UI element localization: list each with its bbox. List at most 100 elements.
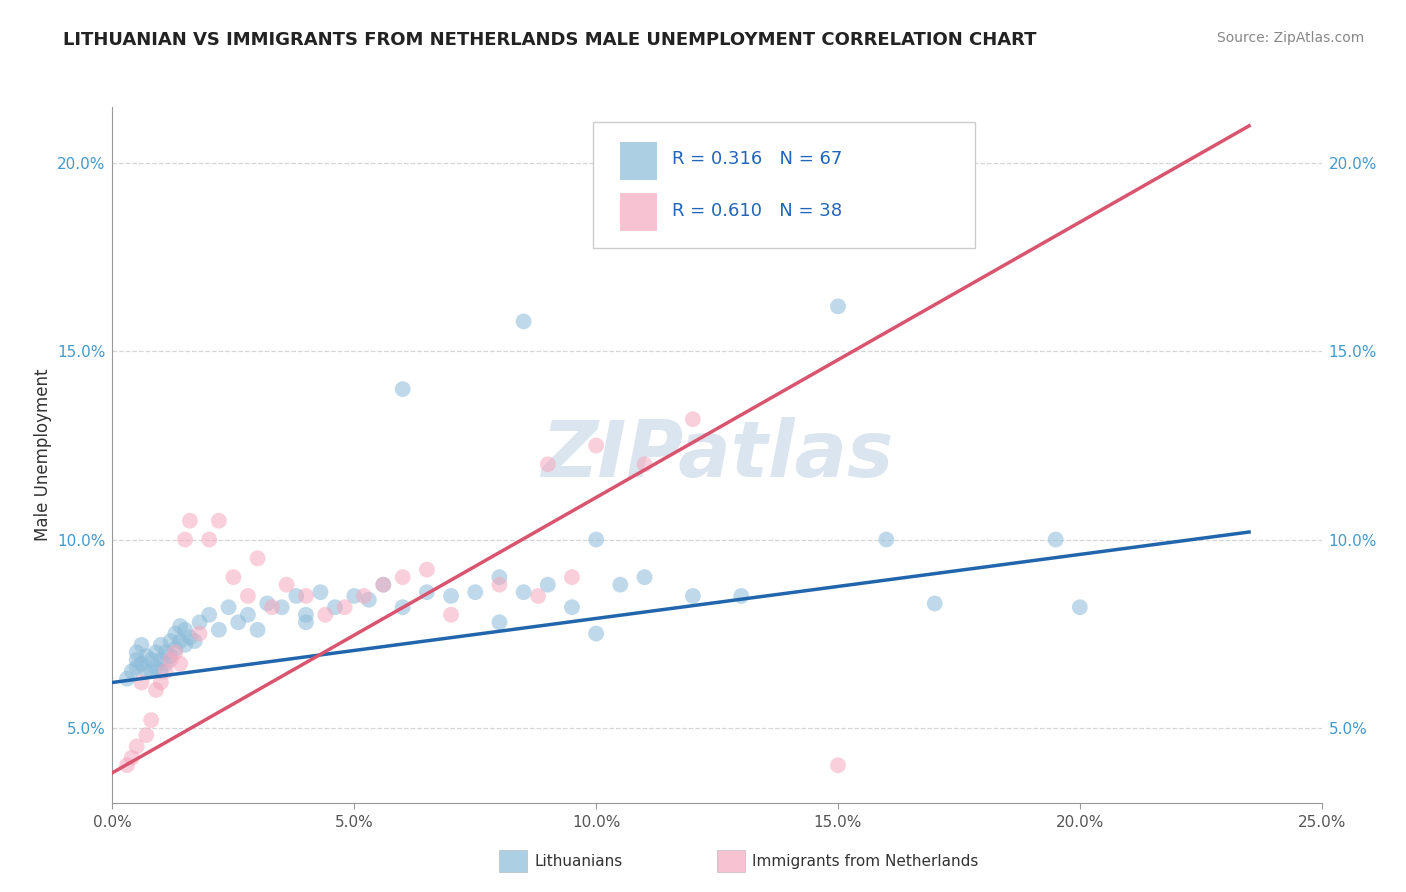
Text: LITHUANIAN VS IMMIGRANTS FROM NETHERLANDS MALE UNEMPLOYMENT CORRELATION CHART: LITHUANIAN VS IMMIGRANTS FROM NETHERLAND… xyxy=(63,31,1036,49)
Point xyxy=(141,713,163,727)
Point xyxy=(440,607,463,622)
Point xyxy=(141,653,163,667)
Text: Lithuanians: Lithuanians xyxy=(534,855,623,869)
Point xyxy=(121,750,143,764)
Point xyxy=(391,570,413,584)
FancyBboxPatch shape xyxy=(620,142,657,180)
Text: ZIPatlas: ZIPatlas xyxy=(541,417,893,493)
Text: R = 0.316   N = 67: R = 0.316 N = 67 xyxy=(672,150,842,169)
Point xyxy=(179,630,201,644)
Point xyxy=(131,638,153,652)
Point xyxy=(149,653,172,667)
Point xyxy=(125,660,148,674)
Point xyxy=(609,577,631,591)
Point xyxy=(174,623,197,637)
Point xyxy=(373,577,395,591)
Point xyxy=(488,577,510,591)
Text: Immigrants from Netherlands: Immigrants from Netherlands xyxy=(752,855,979,869)
Point xyxy=(198,533,221,547)
Point xyxy=(141,664,163,678)
Point xyxy=(1045,533,1067,547)
Point xyxy=(537,577,560,591)
Point xyxy=(357,592,380,607)
Point xyxy=(270,600,292,615)
Point xyxy=(236,607,259,622)
Point xyxy=(585,533,607,547)
Point xyxy=(464,585,486,599)
Point xyxy=(188,626,211,640)
Point xyxy=(488,615,510,630)
Point xyxy=(155,645,177,659)
Point xyxy=(416,563,439,577)
Point xyxy=(121,664,143,678)
Point xyxy=(585,438,607,452)
Point xyxy=(391,600,413,615)
Point xyxy=(323,600,346,615)
Point xyxy=(416,585,439,599)
Point xyxy=(198,607,221,622)
Text: R = 0.610   N = 38: R = 0.610 N = 38 xyxy=(672,202,842,220)
Point xyxy=(527,589,550,603)
Point xyxy=(149,638,172,652)
Point xyxy=(169,619,191,633)
Point xyxy=(276,577,298,591)
Point xyxy=(333,600,356,615)
Point xyxy=(1069,600,1091,615)
Point xyxy=(165,641,187,656)
Point xyxy=(226,615,249,630)
Point xyxy=(561,570,583,584)
Point xyxy=(145,660,167,674)
Point xyxy=(256,597,278,611)
Point xyxy=(188,615,211,630)
Point xyxy=(246,623,269,637)
FancyBboxPatch shape xyxy=(592,122,974,248)
Point xyxy=(159,649,181,664)
Point xyxy=(159,634,181,648)
Point xyxy=(169,634,191,648)
Point xyxy=(218,600,240,615)
Point xyxy=(633,458,655,472)
Point xyxy=(295,615,318,630)
Point xyxy=(183,634,205,648)
Point xyxy=(295,589,318,603)
Point xyxy=(165,626,187,640)
Point xyxy=(135,664,157,678)
Point xyxy=(169,657,191,671)
Point xyxy=(353,589,375,603)
Text: Source: ZipAtlas.com: Source: ZipAtlas.com xyxy=(1216,31,1364,45)
Point xyxy=(924,597,946,611)
Point xyxy=(682,589,704,603)
Point xyxy=(827,758,849,772)
Point xyxy=(343,589,366,603)
Point xyxy=(131,657,153,671)
Point xyxy=(159,653,181,667)
Point xyxy=(682,412,704,426)
Point xyxy=(145,645,167,659)
Point xyxy=(165,645,187,659)
Point xyxy=(125,739,148,754)
Point xyxy=(145,683,167,698)
Point xyxy=(314,607,336,622)
Point xyxy=(149,664,172,678)
Point xyxy=(512,585,534,599)
Point xyxy=(373,577,395,591)
Point xyxy=(208,623,231,637)
Point xyxy=(633,570,655,584)
Point xyxy=(208,514,231,528)
Point xyxy=(115,758,138,772)
Point xyxy=(174,533,197,547)
Point xyxy=(730,589,752,603)
Point xyxy=(236,589,259,603)
Point xyxy=(179,514,201,528)
Point xyxy=(512,314,534,328)
Point xyxy=(174,638,197,652)
Point xyxy=(125,653,148,667)
Point xyxy=(537,458,560,472)
Point xyxy=(285,589,308,603)
Point xyxy=(155,657,177,671)
Point xyxy=(135,728,157,742)
Point xyxy=(246,551,269,566)
FancyBboxPatch shape xyxy=(620,193,657,231)
Point xyxy=(125,645,148,659)
Point xyxy=(135,649,157,664)
